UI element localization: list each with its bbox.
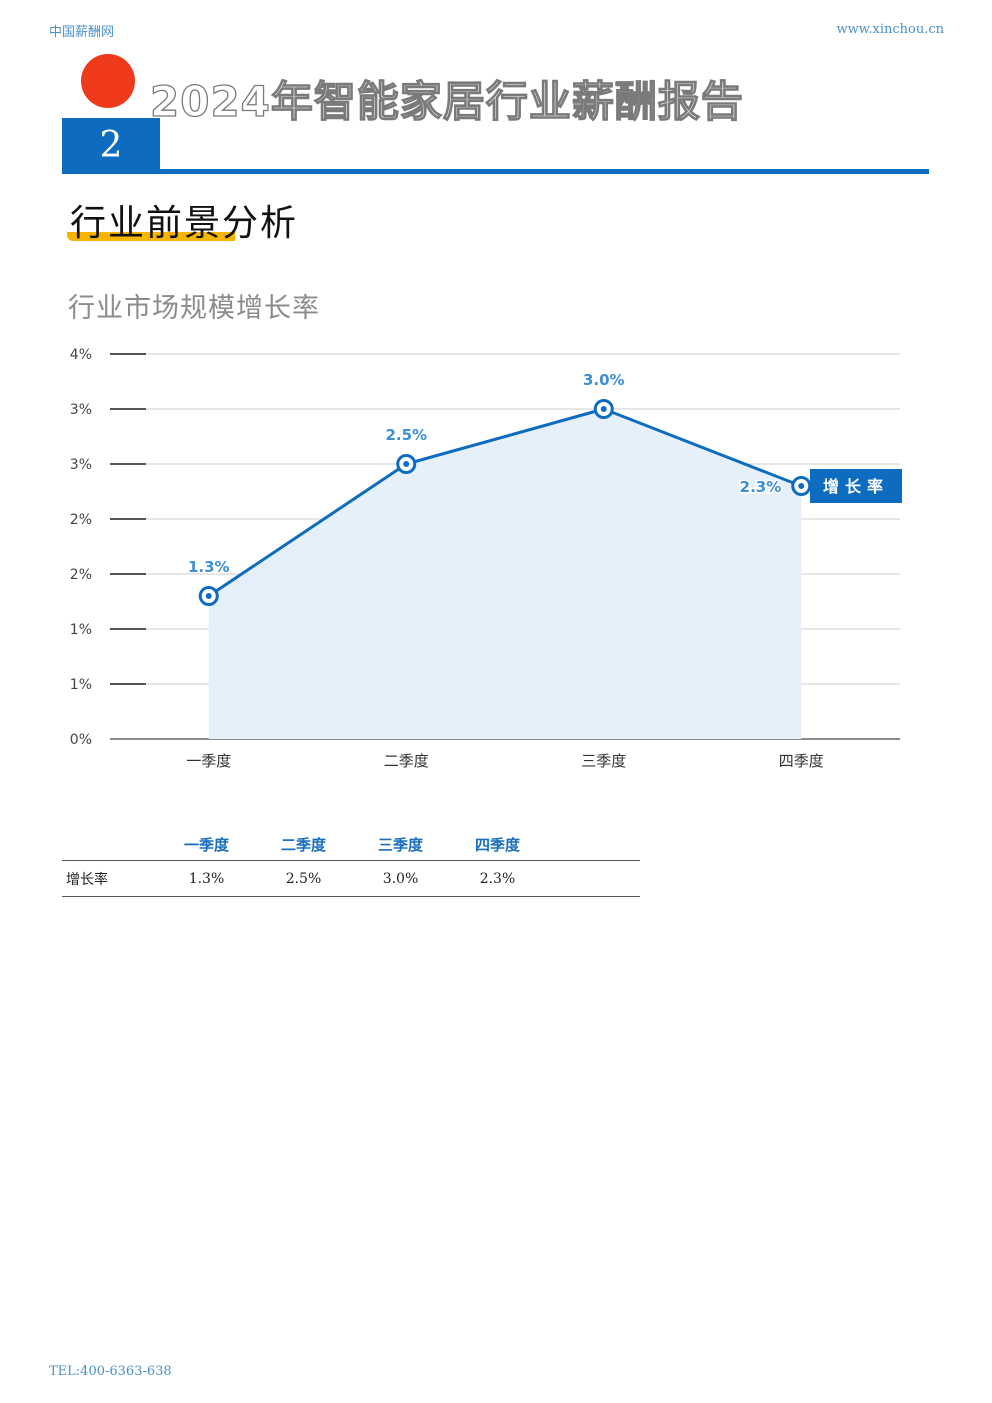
data-label: 3.0%	[583, 371, 625, 389]
table-cell: 3.0%	[352, 860, 449, 897]
table-col-header: 一季度	[158, 828, 255, 861]
series-line	[207, 407, 802, 598]
chart-title: 行业市场规模增长率	[68, 293, 320, 324]
report-title: 2024年智能家居行业薪酬报告	[149, 76, 744, 126]
x-tick-label: 四季度	[779, 752, 824, 770]
data-label: 2.5%	[385, 426, 427, 444]
data-label: 1.3%	[188, 558, 230, 576]
table-row-label: 增长率	[62, 860, 158, 897]
table-corner	[62, 828, 158, 861]
table-spacer	[546, 860, 640, 897]
section-title-underline	[67, 232, 235, 241]
x-tick-label: 三季度	[581, 752, 626, 770]
y-tick-label: 0%	[70, 732, 92, 748]
growth-rate-chart: 0% 1% 1% 2% 2% 3% 3% 4% 1.3% 2.5% 3.0% 2.3% 一季度 二季度 三季…	[70, 347, 902, 770]
section-number: 2	[62, 118, 160, 172]
data-point-center	[600, 406, 607, 412]
data-point-center	[403, 461, 410, 467]
y-tick-label: 2%	[70, 567, 92, 583]
header-divider	[62, 169, 929, 174]
data-label: 2.3%	[740, 478, 782, 496]
footer-tel: TEL:400-6363-638	[49, 1364, 172, 1379]
table-col-header: 二季度	[255, 828, 352, 861]
y-tick-label: 3%	[70, 457, 92, 473]
table-row: 增长率 1.3% 2.5% 3.0% 2.3%	[62, 860, 640, 897]
data-point-center	[205, 593, 212, 599]
section-title: 行业前景分析	[70, 203, 299, 244]
red-circle-decoration	[81, 54, 135, 108]
x-tick-label: 一季度	[186, 752, 231, 770]
y-tick-label: 4%	[70, 347, 92, 363]
data-point-center	[798, 483, 805, 489]
y-tick-label: 1%	[70, 622, 92, 638]
legend-label: 增长率	[823, 477, 889, 496]
x-tick-label: 二季度	[384, 752, 429, 770]
table-cell: 1.3%	[158, 860, 255, 897]
series-area	[208, 409, 802, 739]
site-url[interactable]: www.xinchou.cn	[836, 22, 944, 37]
table-spacer	[546, 828, 640, 861]
legend-box	[810, 469, 902, 503]
data-table: 一季度 二季度 三季度 四季度 增长率 1.3% 2.5% 3.0% 2.3%	[62, 828, 640, 897]
site-name: 中国薪酬网	[49, 25, 115, 40]
y-tick-label: 1%	[70, 677, 92, 693]
table-cell: 2.5%	[255, 860, 352, 897]
table-header-row: 一季度 二季度 三季度 四季度	[62, 828, 640, 861]
table-col-header: 四季度	[449, 828, 546, 861]
table-col-header: 三季度	[352, 828, 449, 861]
y-tick-label: 3%	[70, 402, 92, 418]
table-cell: 2.3%	[449, 860, 546, 897]
y-tick-label: 2%	[70, 512, 92, 528]
